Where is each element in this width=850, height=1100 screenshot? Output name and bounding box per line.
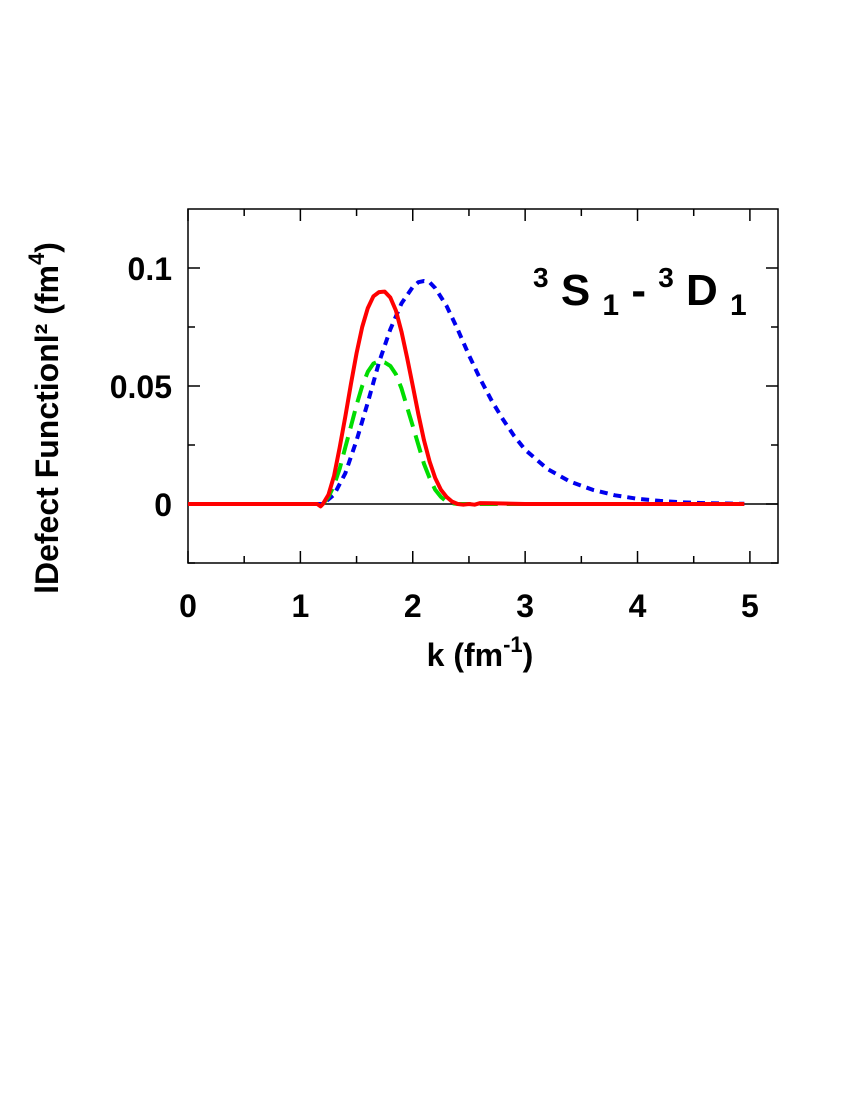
annotation-part-6: 1 — [730, 289, 747, 322]
y-axis-label: lDefect Functionl² (fm4) — [24, 242, 65, 594]
x-axis-label: k (fm-1) — [427, 632, 534, 673]
chart-annotation: 3 S 1 - 3 D 1 — [533, 248, 747, 325]
series-short-dash-blue-line — [188, 279, 745, 506]
y-tick-label-1: 0.05 — [110, 369, 172, 405]
series-long-dash-green-line — [188, 359, 745, 506]
series-layer — [188, 279, 745, 509]
x-axis-ticks: 0 1 2 3 4 5 — [179, 209, 759, 624]
annotation-part-5: D — [686, 266, 718, 315]
x-tick-label-5: 5 — [741, 588, 759, 624]
annotation-part-2: 1 — [602, 289, 619, 322]
x-tick-label-4: 4 — [629, 588, 647, 624]
x-axis-label-sup: -1 — [503, 632, 523, 657]
x-axis-label-main: k (fm — [427, 637, 503, 673]
annotation-part-3: - — [631, 266, 646, 315]
x-tick-label-0: 0 — [179, 588, 197, 624]
x-tick-label-2: 2 — [404, 588, 422, 624]
x-axis-label-tail: ) — [523, 637, 534, 673]
annotation-part-4: 3 — [658, 262, 674, 293]
series-solid-red-line — [188, 289, 745, 509]
y-axis-label-tail: ) — [29, 242, 65, 253]
x-tick-label-1: 1 — [291, 588, 309, 624]
y-axis-label-sup: 4 — [24, 252, 49, 265]
y-axis-ticks: 0 0.05 0.1 — [110, 251, 778, 564]
annotation-part-1: S — [561, 266, 590, 315]
y-tick-label-2: 0.1 — [128, 251, 172, 287]
y-tick-label-0: 0 — [154, 487, 172, 523]
x-tick-label-3: 3 — [516, 588, 534, 624]
annotation-part-0: 3 — [533, 262, 549, 293]
y-axis-label-main: lDefect Functionl² (fm — [29, 265, 65, 594]
